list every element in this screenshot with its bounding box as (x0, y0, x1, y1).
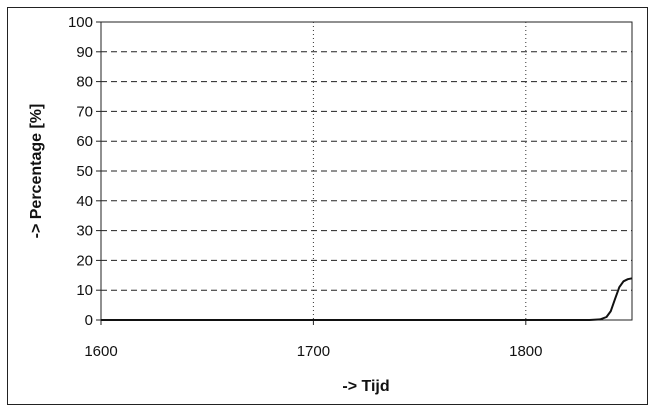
y-tick-label-100: 100 (68, 14, 93, 31)
series-layer (101, 277, 633, 321)
y-tick-label-10: 10 (76, 282, 93, 299)
y-tick-label-0: 0 (85, 312, 93, 329)
y-tick-label-50: 50 (76, 163, 93, 180)
y-axis-ticks: 0 10 20 30 40 50 60 70 80 90 100 (68, 14, 101, 329)
x-tick-label-1800: 1800 (509, 343, 542, 360)
y-axis-title: -> Percentage [%] (28, 104, 45, 239)
y-tick-label-90: 90 (76, 44, 93, 61)
y-tick-label-30: 30 (76, 223, 93, 240)
x-axis-title: -> Tijd (342, 378, 389, 395)
x-tick-label-1600: 1600 (84, 343, 117, 360)
grid-lines (101, 22, 632, 320)
y-tick-label-80: 80 (76, 74, 93, 91)
series-line-0 (101, 277, 633, 321)
y-tick-label-40: 40 (76, 193, 93, 210)
x-axis-ticks: 1600 1700 1800 (84, 320, 542, 360)
y-tick-label-60: 60 (76, 133, 93, 150)
x-tick-label-1700: 1700 (297, 343, 330, 360)
y-tick-label-20: 20 (76, 252, 93, 269)
y-tick-label-70: 70 (76, 103, 93, 120)
